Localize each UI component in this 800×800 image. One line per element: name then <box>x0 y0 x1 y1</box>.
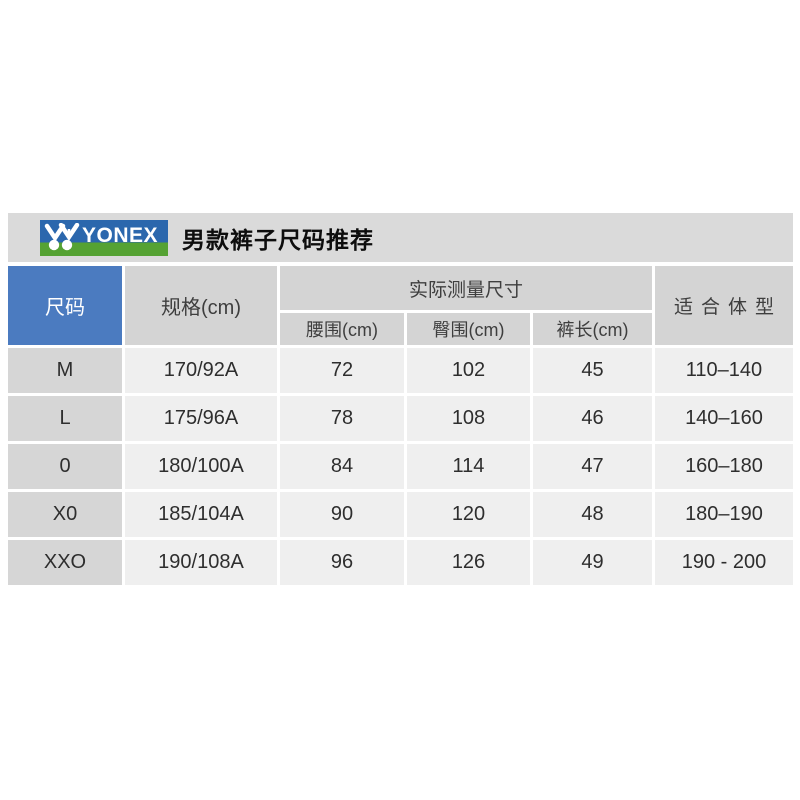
spec-cell: 190/108A <box>125 540 277 585</box>
length-cell: 49 <box>533 540 652 585</box>
length-cell: 45 <box>533 348 652 393</box>
body-cell: 110–140 <box>655 348 793 393</box>
body-cell: 160–180 <box>655 444 793 489</box>
size-table: 尺码 规格(cm) 实际测量尺寸 适合体型 腰围(cm) 臀围(cm) 裤长(c… <box>8 266 793 585</box>
size-cell: XXO <box>8 540 122 585</box>
waist-cell: 78 <box>280 396 404 441</box>
size-cell: L <box>8 396 122 441</box>
header-length: 裤长(cm) <box>533 313 652 345</box>
spec-cell: 175/96A <box>125 396 277 441</box>
header-hip: 臀围(cm) <box>407 313 530 345</box>
size-cell: M <box>8 348 122 393</box>
yonex-yy-icon <box>44 222 80 250</box>
hip-cell: 108 <box>407 396 530 441</box>
waist-cell: 96 <box>280 540 404 585</box>
length-cell: 47 <box>533 444 652 489</box>
hip-cell: 120 <box>407 492 530 537</box>
header-body-type: 适合体型 <box>655 266 793 345</box>
body-cell: 140–160 <box>655 396 793 441</box>
spec-cell: 170/92A <box>125 348 277 393</box>
header-measure-group: 实际测量尺寸 <box>280 266 652 310</box>
yonex-logo: YONEX <box>40 219 168 256</box>
header-waist: 腰围(cm) <box>280 313 404 345</box>
waist-cell: 72 <box>280 348 404 393</box>
hip-cell: 126 <box>407 540 530 585</box>
waist-cell: 84 <box>280 444 404 489</box>
yonex-wordmark: YONEX <box>82 223 159 247</box>
hip-cell: 114 <box>407 444 530 489</box>
spec-cell: 185/104A <box>125 492 277 537</box>
waist-cell: 90 <box>280 492 404 537</box>
body-cell: 180–190 <box>655 492 793 537</box>
header-spec: 规格(cm) <box>125 266 277 345</box>
length-cell: 46 <box>533 396 652 441</box>
spec-cell: 180/100A <box>125 444 277 489</box>
body-cell: 190 - 200 <box>655 540 793 585</box>
header-size: 尺码 <box>8 266 122 345</box>
size-cell: 0 <box>8 444 122 489</box>
chart-title: 男款裤子尺码推荐 <box>182 226 374 253</box>
hip-cell: 102 <box>407 348 530 393</box>
size-cell: X0 <box>8 492 122 537</box>
brand-band: YONEX 男款裤子尺码推荐 <box>8 213 793 262</box>
size-chart: YONEX 男款裤子尺码推荐 尺码 规格(cm) 实际测量尺寸 适合体型 腰围(… <box>8 213 793 585</box>
length-cell: 48 <box>533 492 652 537</box>
